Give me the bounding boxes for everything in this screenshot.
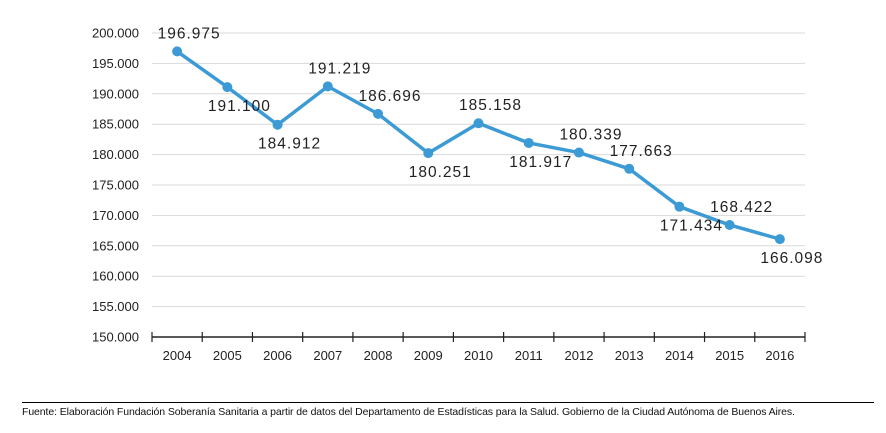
- y-tick-label: 160.000: [92, 269, 139, 284]
- x-tick-label: 2011: [515, 348, 543, 363]
- x-tick-label: 2004: [163, 348, 192, 363]
- data-label: 180.339: [559, 127, 622, 144]
- y-tick-label: 155.000: [92, 299, 139, 314]
- x-tick-label: 2016: [765, 348, 794, 363]
- line-chart: 150.000 155.000 160.000 165.000 170.000 175.0…: [92, 25, 823, 363]
- data-label: 196.975: [158, 25, 221, 42]
- x-tick-label: 2009: [414, 348, 443, 363]
- y-tick-label: 200.000: [92, 26, 139, 41]
- data-label: 171.434: [660, 218, 723, 235]
- x-tick-label: 2015: [715, 348, 744, 363]
- x-tick-label: 2005: [213, 348, 242, 363]
- data-label: 180.251: [409, 164, 472, 181]
- y-tick-label: 195.000: [92, 56, 139, 71]
- data-point: [674, 201, 685, 212]
- data-label: 191.100: [208, 98, 271, 115]
- y-tick-label: 150.000: [92, 330, 139, 345]
- data-point: [272, 119, 283, 130]
- data-point: [523, 137, 534, 148]
- y-tick-label: 185.000: [92, 117, 139, 132]
- y-tick-label: 170.000: [92, 208, 139, 223]
- source-divider: [22, 402, 874, 403]
- data-point: [724, 219, 735, 230]
- data-label: 168.422: [710, 199, 773, 216]
- x-tick-label: 2006: [263, 348, 292, 363]
- y-tick-label: 190.000: [92, 86, 139, 101]
- data-label: 191.219: [308, 60, 371, 77]
- data-point: [423, 148, 434, 159]
- data-point: [222, 82, 233, 93]
- data-point: [774, 234, 785, 245]
- data-point: [172, 46, 183, 57]
- y-tick-label: 180.000: [92, 147, 139, 162]
- x-tick-label: 2012: [565, 348, 594, 363]
- data-point: [573, 147, 584, 158]
- data-label: 186.696: [359, 88, 422, 105]
- y-tick-label: 165.000: [92, 238, 139, 253]
- source-note: Fuente: Elaboración Fundación Soberanía …: [22, 406, 795, 418]
- data-label: 166.098: [760, 250, 823, 267]
- data-point: [624, 163, 635, 174]
- y-tick-label: 175.000: [92, 178, 139, 193]
- data-point: [373, 108, 384, 119]
- x-tick-label: 2008: [364, 348, 393, 363]
- data-label: 184.912: [258, 136, 321, 153]
- data-point: [473, 118, 484, 129]
- data-label: 185.158: [459, 97, 522, 114]
- x-tick-label: 2013: [615, 348, 644, 363]
- x-tick-label: 2010: [464, 348, 493, 363]
- data-point: [322, 81, 333, 92]
- data-label: 181.917: [509, 154, 572, 171]
- data-label: 177.663: [610, 143, 673, 160]
- x-tick-label: 2014: [665, 348, 694, 363]
- x-tick-label: 2007: [313, 348, 342, 363]
